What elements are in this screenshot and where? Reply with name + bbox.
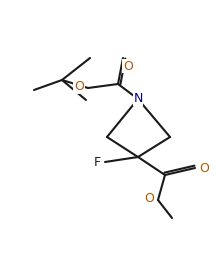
- Text: O: O: [74, 80, 84, 94]
- Text: O: O: [199, 162, 209, 176]
- Text: N: N: [133, 93, 143, 106]
- Text: O: O: [144, 192, 154, 206]
- Text: O: O: [123, 60, 133, 72]
- Text: F: F: [94, 157, 101, 170]
